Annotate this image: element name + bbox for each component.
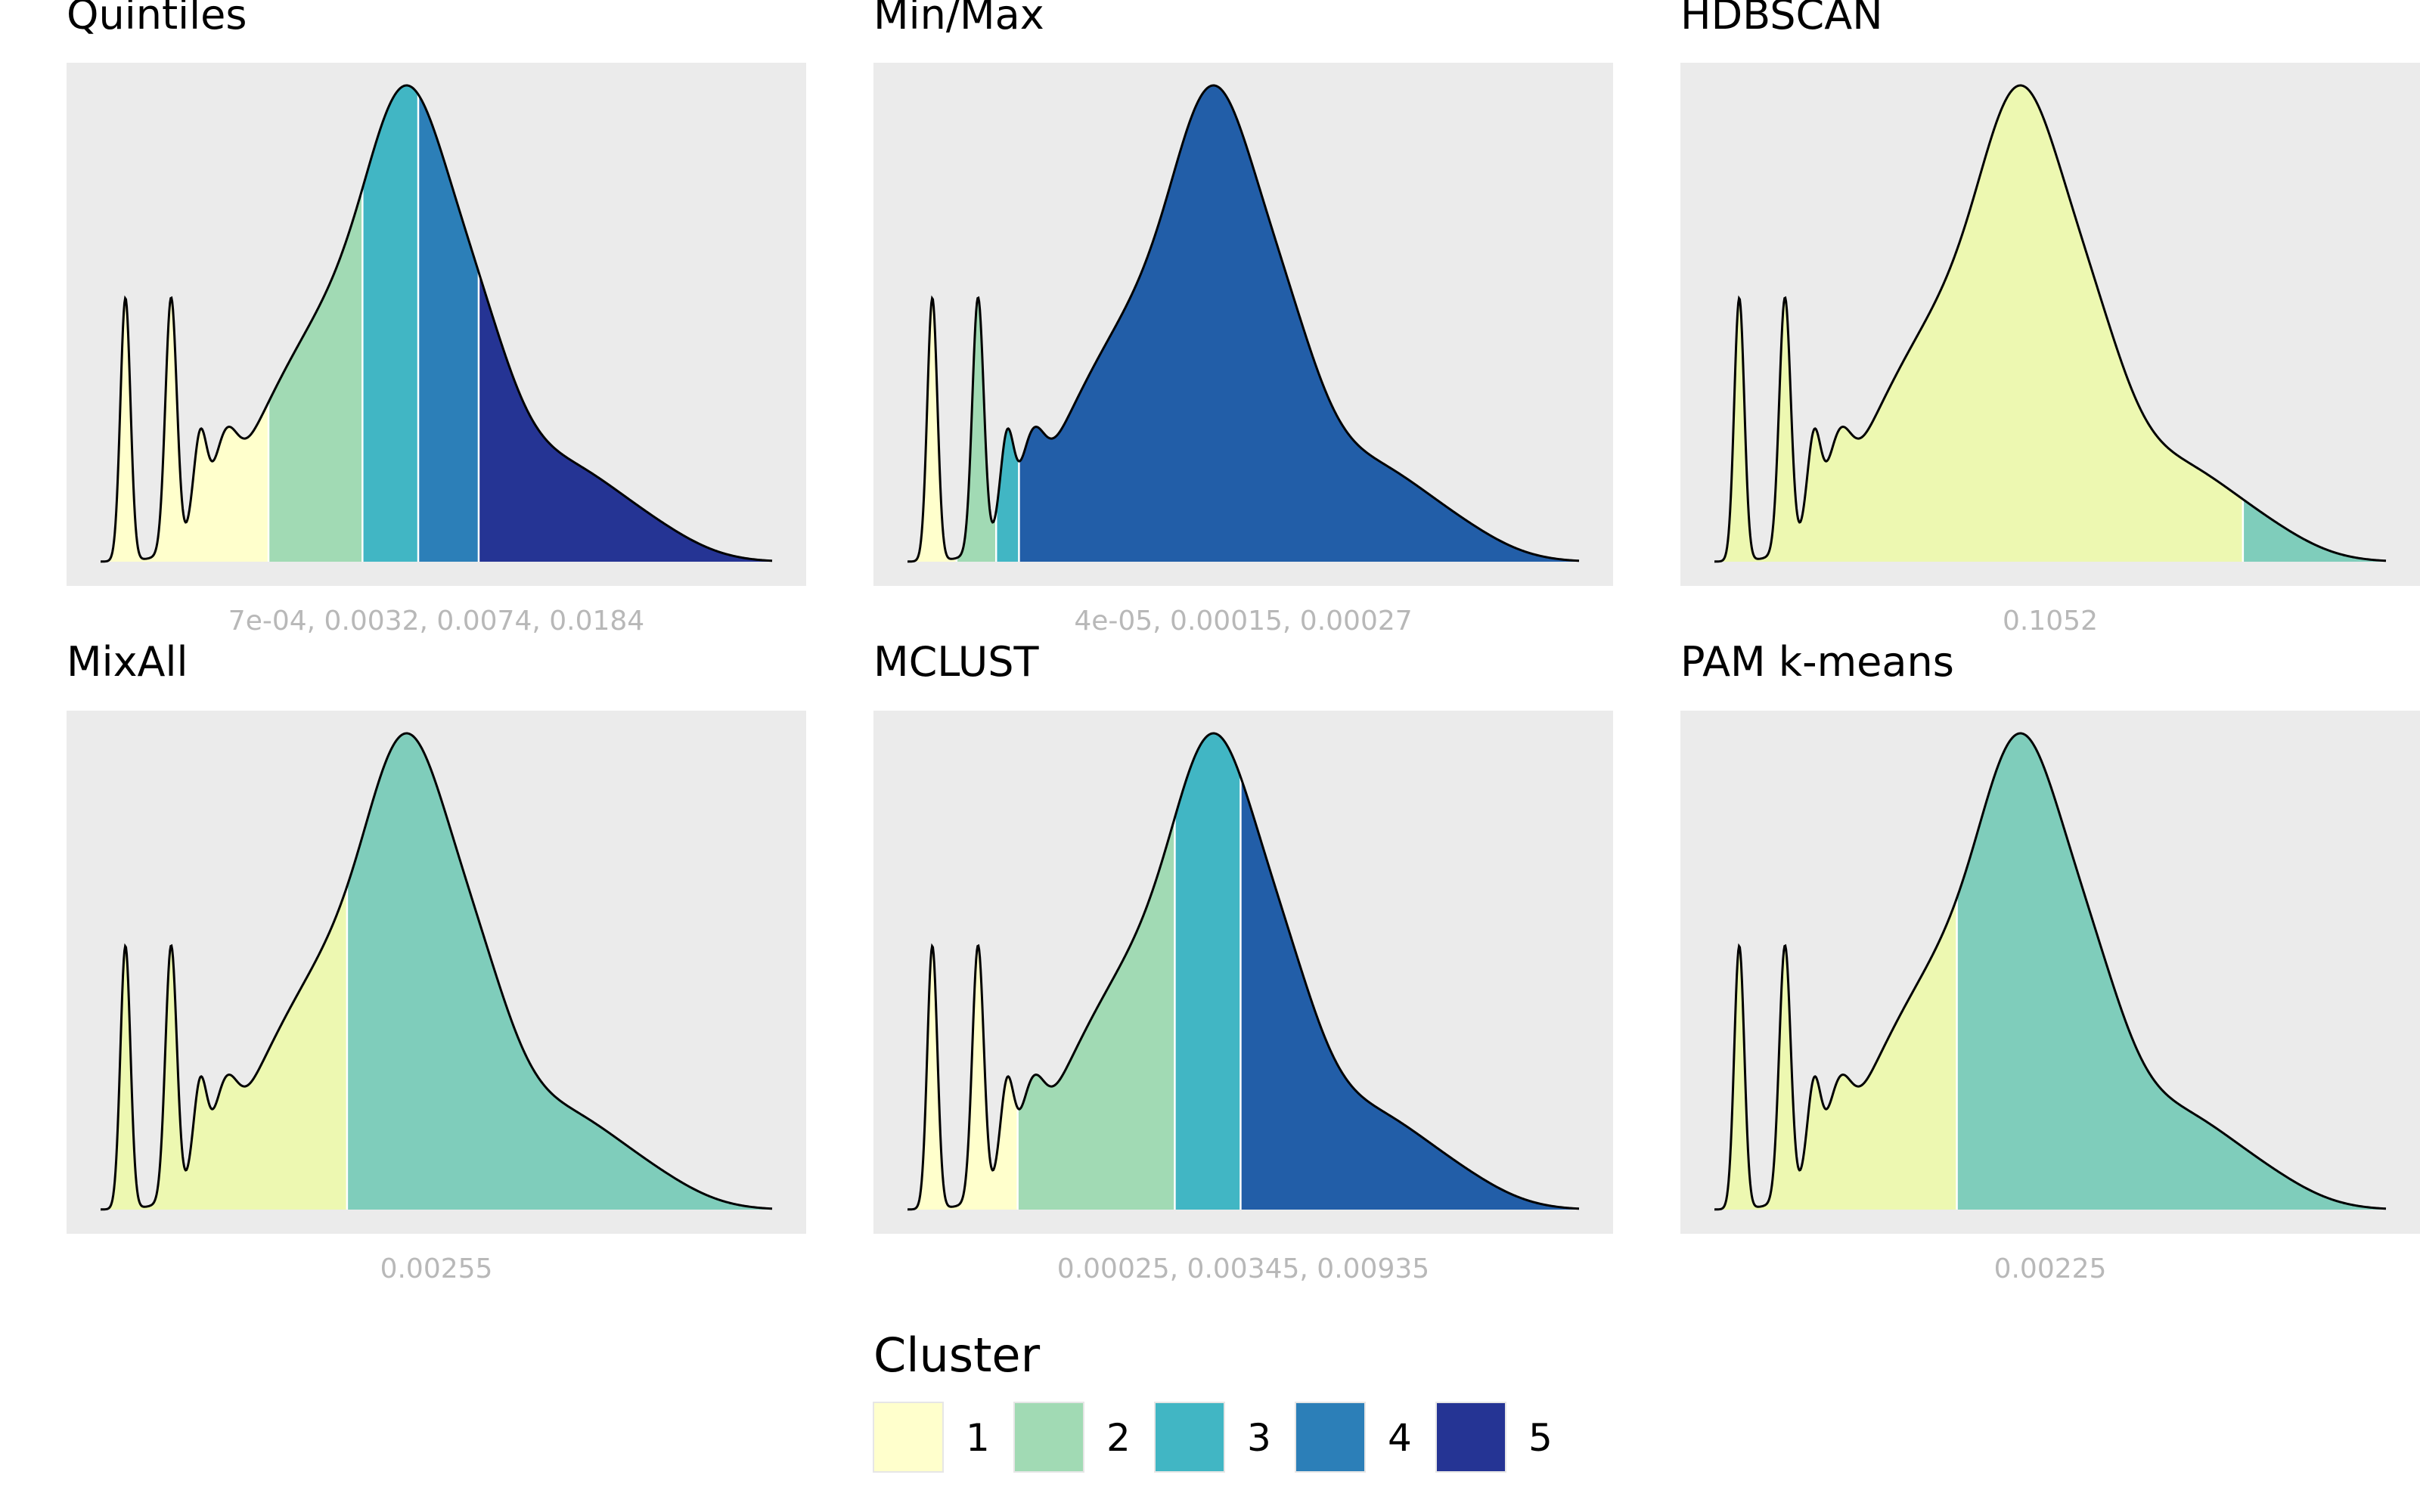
cluster-band-1 [908,945,1018,1210]
cluster-band-5 [478,272,772,562]
cluster-band-2 [268,188,363,562]
panel-title: Min/Max [873,0,1044,39]
cluster-band-1 [908,298,957,562]
cluster-band-1 [1714,897,1957,1210]
legend-swatch-3 [1154,1402,1225,1473]
panel-title: HDBSCAN [1680,0,1883,39]
legend-swatch-4 [1295,1402,1366,1473]
panel-1: Min/Max 4e-05, 0.00015, 0.00027 [873,0,1613,637]
break-values-label: 0.00255 [380,1253,493,1284]
cluster-band-1 [101,297,268,562]
cluster-band-4 [1240,778,1579,1210]
break-values-label: 7e-04, 0.0032, 0.0074, 0.0184 [228,606,644,637]
panel-4: MCLUST 0.00025, 0.00345, 0.00935 [873,638,1613,1284]
legend-label-4: 4 [1388,1416,1412,1460]
panel-title: MCLUST [873,638,1039,686]
cluster-band-2 [1956,733,2386,1210]
density-curve [1714,732,2387,1211]
cluster-band-1 [1714,85,2243,562]
legend-swatch-2 [1013,1402,1084,1473]
legend-swatch-1 [873,1402,944,1473]
cluster-band-3 [1174,733,1241,1210]
panel-3: MixAll 0.00255 [67,638,806,1284]
density-curve [100,732,773,1211]
legend-label-5: 5 [1528,1416,1553,1460]
cluster-band-3 [362,85,419,562]
density-curve [100,84,773,563]
density-curve [907,84,1580,563]
panel-title: MixAll [67,638,188,686]
break-values-label: 4e-05, 0.00015, 0.00027 [1074,606,1412,637]
panel-5: PAM k-means 0.00225 [1680,638,2420,1284]
cluster-band-2 [346,733,772,1210]
legend-swatch-5 [1435,1402,1506,1473]
density-curve [907,732,1580,1211]
cluster-legend: Cluster 1 2 3 4 5 [873,1328,1553,1473]
break-values-label: 0.00025, 0.00345, 0.00935 [1057,1253,1429,1284]
cluster-band-2 [956,297,997,562]
cluster-band-2 [2242,499,2386,562]
panel-title: Quintiles [67,0,247,39]
legend-label-3: 3 [1247,1416,1271,1460]
panel-0: Quintiles 7e-04, 0.0032, 0.0074, 0.0184 [67,0,806,637]
cluster-band-4 [418,94,479,562]
legend-label-2: 2 [1106,1416,1131,1460]
panel-2: HDBSCAN 0.1052 [1680,0,2420,637]
break-values-label: 0.1052 [2003,606,2098,637]
legend-label-1: 1 [966,1416,990,1460]
legend-title: Cluster [873,1328,1041,1383]
density-curve [1714,84,2387,563]
cluster-band-4 [1019,85,1579,562]
cluster-band-2 [1017,817,1175,1210]
panel-title: PAM k-means [1680,638,1954,686]
break-values-label: 0.00225 [1994,1253,2107,1284]
